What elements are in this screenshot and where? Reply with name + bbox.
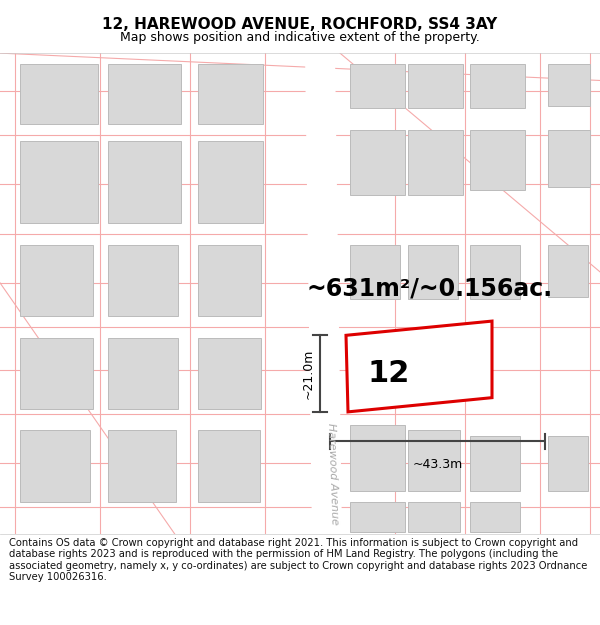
Text: ~21.0m: ~21.0m: [302, 348, 314, 399]
Bar: [548, 64, 590, 106]
Bar: [198, 244, 261, 316]
Bar: [108, 244, 178, 316]
Bar: [108, 338, 178, 409]
Text: Harewood Avenue: Harewood Avenue: [326, 423, 340, 526]
Bar: [470, 64, 525, 107]
Text: Contains OS data © Crown copyright and database right 2021. This information is : Contains OS data © Crown copyright and d…: [9, 538, 587, 582]
Bar: [408, 64, 463, 107]
Bar: [470, 129, 525, 190]
Bar: [198, 64, 263, 124]
Bar: [350, 244, 400, 299]
Text: Map shows position and indicative extent of the property.: Map shows position and indicative extent…: [120, 31, 480, 44]
Bar: [350, 425, 405, 491]
Bar: [20, 141, 98, 222]
Bar: [20, 244, 93, 316]
Text: ~631m²/~0.156ac.: ~631m²/~0.156ac.: [307, 276, 553, 300]
Bar: [108, 64, 181, 124]
Bar: [108, 141, 181, 222]
Bar: [20, 338, 93, 409]
Bar: [548, 436, 588, 491]
Polygon shape: [346, 321, 492, 412]
Bar: [408, 501, 460, 532]
Bar: [408, 244, 458, 299]
Bar: [408, 129, 463, 195]
Bar: [470, 501, 520, 532]
Bar: [20, 431, 90, 501]
Bar: [548, 244, 588, 297]
Bar: [108, 431, 176, 501]
Bar: [20, 64, 98, 124]
Bar: [350, 129, 405, 195]
Text: 12, HAREWOOD AVENUE, ROCHFORD, SS4 3AY: 12, HAREWOOD AVENUE, ROCHFORD, SS4 3AY: [103, 17, 497, 32]
Bar: [198, 338, 261, 409]
Bar: [350, 64, 405, 107]
Bar: [470, 436, 520, 491]
Text: 12: 12: [368, 359, 410, 388]
Bar: [350, 501, 405, 532]
Bar: [198, 141, 263, 222]
Bar: [470, 244, 520, 299]
Bar: [548, 129, 590, 186]
Text: ~43.3m: ~43.3m: [412, 458, 463, 471]
Bar: [408, 431, 460, 491]
Polygon shape: [305, 53, 342, 534]
Bar: [198, 431, 260, 501]
